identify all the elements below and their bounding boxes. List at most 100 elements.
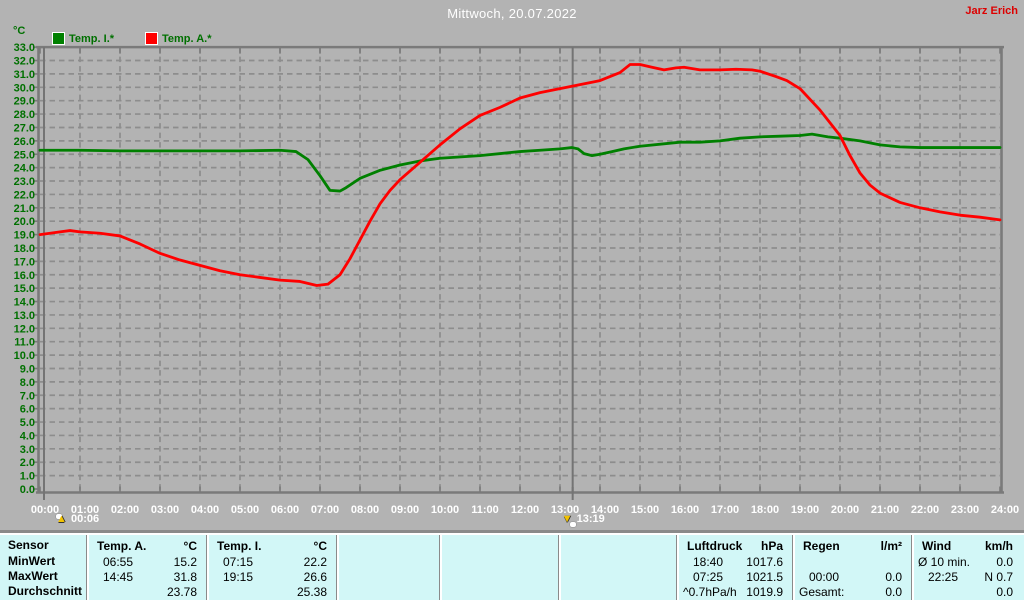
- table-column-unit: °C: [313, 539, 327, 553]
- table-cell-value: 25.38: [296, 584, 327, 599]
- arrow-up-icon: ▲: [56, 513, 67, 525]
- table-cell-time: 07:25: [693, 569, 724, 584]
- table-column-temp-a: Temp. A. °C 06:55 15.2 14:45 31.8 23.78: [89, 535, 206, 600]
- svg-text:21.0: 21.0: [14, 203, 35, 215]
- table-cell-value: 0.0: [996, 554, 1013, 569]
- table-cell-time: 14:45: [103, 569, 134, 584]
- svg-text:04:00: 04:00: [191, 504, 219, 516]
- svg-text:03:00: 03:00: [151, 504, 179, 516]
- svg-text:19.0: 19.0: [14, 230, 35, 242]
- svg-text:18:00: 18:00: [751, 504, 779, 516]
- temperature-chart-plot[interactable]: 0.01.0 2.03.0 4.05.06.0 7.08.0 9.010.011.0 12…: [0, 0, 1024, 533]
- legend-item-temp-i: Temp. I.*: [52, 32, 114, 45]
- chart-ticks: [33, 46, 1001, 493]
- svg-text:1.0: 1.0: [20, 471, 35, 483]
- y-axis-tick-labels: 0.01.0 2.03.0 4.05.06.0 7.08.0 9.010.011.0 12…: [14, 42, 35, 496]
- svg-text:10.0: 10.0: [14, 350, 35, 362]
- svg-text:0.0: 0.0: [20, 484, 35, 496]
- table-row-label: MinWert: [8, 554, 56, 568]
- table-column-regen: Regen l/m² 00:00 0.0 Gesamt: 0.0: [795, 535, 911, 600]
- table-row-label: MaxWert: [8, 569, 58, 583]
- table-column-separator: [86, 535, 89, 600]
- legend-swatch-temp-i: [52, 32, 65, 45]
- time-marker-0006[interactable]: ▲ 00:06: [56, 513, 99, 527]
- svg-text:14.0: 14.0: [14, 297, 35, 309]
- svg-text:9.0: 9.0: [20, 363, 35, 375]
- table-cell-value: 0.0: [885, 569, 902, 584]
- chart-gridlines: [40, 47, 1000, 491]
- svg-text:33.0: 33.0: [14, 42, 35, 54]
- svg-text:11.0: 11.0: [14, 337, 35, 349]
- arrow-down-icon: ▼: [562, 513, 576, 527]
- svg-text:29.0: 29.0: [14, 96, 35, 108]
- table-cell-value: N 0.7: [984, 569, 1013, 584]
- svg-text:31.0: 31.0: [14, 69, 35, 81]
- svg-text:12.0: 12.0: [14, 323, 35, 335]
- table-cell-value: 0.0: [996, 584, 1013, 599]
- svg-text:14:00: 14:00: [591, 504, 619, 516]
- svg-text:19:00: 19:00: [791, 504, 819, 516]
- time-marker-1319[interactable]: ▼ 13:19: [562, 513, 605, 527]
- table-column-name: Regen: [803, 539, 840, 553]
- table-column-temp-i: Temp. I. °C 07:15 22.2 19:15 26.6 25.38: [209, 535, 336, 600]
- legend-label-temp-a: Temp. A.*: [162, 32, 212, 45]
- table-column-name: Temp. I.: [217, 539, 262, 553]
- svg-text:25.0: 25.0: [14, 149, 35, 161]
- page-title: Mittwoch, 20.07.2022: [447, 6, 577, 21]
- svg-text:24.0: 24.0: [14, 163, 35, 175]
- legend-swatch-temp-a: [145, 32, 158, 45]
- table-column-luftdruck: Luftdruck hPa 18:40 1017.6 07:25 1021.5 ^0.7hP…: [679, 535, 792, 600]
- table-cell-time: 06:55: [103, 554, 134, 569]
- table-column-separator: [336, 535, 339, 600]
- svg-text:15.0: 15.0: [14, 283, 35, 295]
- table-column-name: Temp. A.: [97, 539, 147, 553]
- svg-text:28.0: 28.0: [14, 109, 35, 121]
- svg-text:23.0: 23.0: [14, 176, 35, 188]
- svg-text:32.0: 32.0: [14, 56, 35, 68]
- table-column-empty-3: [442, 535, 558, 600]
- table-cell-time: 07:15: [223, 554, 254, 569]
- table-cell-value: 1019.9: [746, 584, 783, 599]
- svg-text:12:00: 12:00: [511, 504, 539, 516]
- table-row-label: Sensor: [8, 538, 49, 552]
- svg-text:13:00: 13:00: [551, 504, 579, 516]
- time-marker-label: 00:06: [71, 513, 100, 525]
- svg-text:16:00: 16:00: [671, 504, 699, 516]
- svg-text:22.0: 22.0: [14, 189, 35, 201]
- chart-marker-lines: [43, 47, 574, 500]
- table-row-labels-column: Sensor MinWert MaxWert Durchschnitt: [0, 535, 86, 600]
- y-axis-unit-label: °C: [13, 25, 26, 37]
- svg-text:17:00: 17:00: [711, 504, 739, 516]
- svg-text:5.0: 5.0: [20, 417, 35, 429]
- table-cell-time: 00:00: [809, 569, 840, 584]
- svg-text:23:00: 23:00: [951, 504, 979, 516]
- svg-text:06:00: 06:00: [271, 504, 299, 516]
- svg-text:8.0: 8.0: [20, 377, 35, 389]
- table-row-label: Durchschnitt: [8, 584, 83, 598]
- svg-text:21:00: 21:00: [871, 504, 899, 516]
- table-column-wind: Wind km/h Ø 10 min. 0.0 22:25 N 0.7 0.0: [914, 535, 1022, 600]
- table-cell-time: 18:40: [693, 554, 724, 569]
- svg-text:00:00: 00:00: [31, 504, 59, 516]
- svg-text:7.0: 7.0: [20, 390, 35, 402]
- table-cell-value: 1021.5: [746, 569, 783, 584]
- svg-text:24:00: 24:00: [991, 504, 1019, 516]
- table-column-unit: l/m²: [880, 539, 902, 553]
- table-column-unit: hPa: [760, 539, 783, 553]
- svg-text:26.0: 26.0: [14, 136, 35, 148]
- table-cell-value: 23.78: [166, 584, 197, 599]
- svg-text:17.0: 17.0: [14, 256, 35, 268]
- table-column-separator: [911, 535, 914, 600]
- table-cell-value: 26.6: [303, 569, 327, 584]
- svg-text:15:00: 15:00: [631, 504, 659, 516]
- svg-text:01:00: 01:00: [71, 504, 99, 516]
- svg-text:07:00: 07:00: [311, 504, 339, 516]
- table-cell-time: 22:25: [928, 569, 959, 584]
- svg-text:4.0: 4.0: [20, 430, 35, 442]
- statistics-table: Sensor MinWert MaxWert Durchschnitt Temp. A.…: [0, 533, 1024, 602]
- table-column-empty-2: [339, 535, 439, 600]
- svg-text:16.0: 16.0: [14, 270, 35, 282]
- svg-text:2.0: 2.0: [20, 457, 35, 469]
- svg-text:05:00: 05:00: [231, 504, 259, 516]
- table-column-separator: [676, 535, 679, 600]
